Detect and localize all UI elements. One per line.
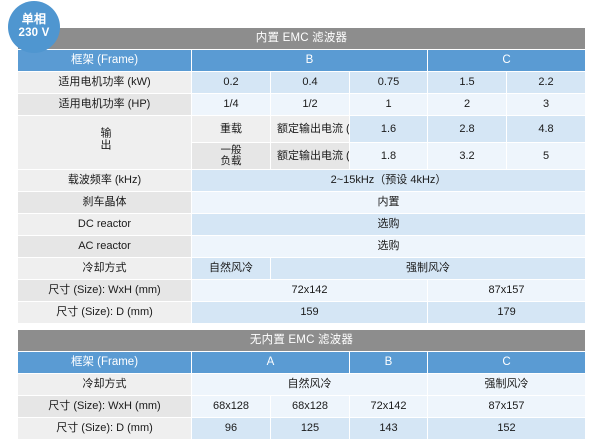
cell-carrier-frequency: 2~15kHz（预设 4kHz） [190, 169, 587, 192]
cell-power-kw-4: 1.5 [427, 71, 507, 94]
row-label-cooling-method: 冷却方式 [17, 257, 192, 280]
row-label-size-wh-2: 尺寸 (Size): WxH (mm) [17, 395, 192, 418]
frame-header-b-2: B [349, 351, 428, 374]
cell-size-wh-c: 87x157 [426, 279, 587, 302]
table-row: 适用电机功率 (kW) 0.2 0.4 0.75 1.5 2.2 [17, 71, 587, 94]
cell-power-hp-4: 2 [427, 93, 507, 116]
cell-size-d-b: 159 [191, 301, 428, 324]
normal-duty-label-line1: 一般 [220, 144, 242, 157]
cell-size-wh-b: 72x142 [191, 279, 428, 302]
row-label-carrier-frequency: 载波频率 (kHz) [17, 169, 192, 192]
frame-header-b: B [191, 49, 428, 72]
row-label-heavy-duty: 重载 [191, 115, 271, 143]
built-in-emc-filter-table: 内置 EMC 滤波器 框架 (Frame) B C 适用电机功率 (kW) 0.… [16, 27, 587, 324]
row-label-normal-duty: 一般 负载 [191, 142, 271, 170]
badge-phase-label: 单相 [21, 12, 47, 27]
table-group-title-row: 无内置 EMC 滤波器 [17, 329, 586, 352]
table-row: 尺寸 (Size): WxH (mm) 72x142 87x157 [17, 279, 587, 302]
normal-duty-label-line2: 负载 [220, 154, 242, 167]
row-label-cooling-method-2: 冷却方式 [17, 373, 192, 396]
badge-voltage-label: 230 V [18, 27, 50, 40]
table-row: 尺寸 (Size): D (mm) 96 125 143 152 [17, 417, 586, 440]
frame-header-label: 框架 (Frame) [17, 49, 192, 72]
table-row: 尺寸 (Size): D (mm) 159 179 [17, 301, 587, 324]
cell-normal-duty-3: 5 [505, 142, 587, 170]
frame-header-label-2: 框架 (Frame) [17, 351, 192, 374]
cell-heavy-duty-3: 4.8 [505, 115, 587, 143]
frame-header-row: 框架 (Frame) B C [17, 49, 587, 72]
output-vertical-label: 输出 [99, 126, 111, 151]
normal-duty-label-stack: 一般 负载 [221, 145, 242, 166]
cell-power-kw-2: 0.4 [270, 71, 350, 94]
cell-size-d-2-1: 96 [191, 417, 271, 440]
table-row: 适用电机功率 (HP) 1/4 1/2 1 2 3 [17, 93, 587, 116]
cell-power-hp-1: 1/4 [191, 93, 271, 116]
table-row: 冷却方式 自然风冷 强制风冷 [17, 373, 586, 396]
cell-power-hp-3: 1 [349, 93, 428, 116]
table-row: DC reactor 选购 [17, 213, 587, 236]
group-title-no-built-in-emc: 无内置 EMC 滤波器 [17, 329, 586, 352]
row-label-size-d-2: 尺寸 (Size): D (mm) [17, 417, 192, 440]
row-label-size-wh: 尺寸 (Size): WxH (mm) [17, 279, 192, 302]
cell-size-wh-2-2: 68x128 [270, 395, 350, 418]
cell-size-wh-2-4: 87x157 [427, 395, 586, 418]
cell-normal-duty-1: 1.8 [349, 142, 428, 170]
cell-power-hp-5: 3 [505, 93, 587, 116]
table-row: 尺寸 (Size): WxH (mm) 68x128 68x128 72x142… [17, 395, 586, 418]
cell-cooling-forced-2: 强制风冷 [427, 373, 586, 396]
cell-size-d-2-4: 152 [427, 417, 586, 440]
cell-size-d-2-2: 125 [270, 417, 350, 440]
cell-cooling-natural-2: 自然风冷 [191, 373, 428, 396]
cell-cooling-forced: 强制风冷 [269, 257, 587, 280]
cell-cooling-natural: 自然风冷 [191, 257, 271, 280]
table-row: 刹车晶体 内置 [17, 191, 587, 214]
cell-power-kw-3: 0.75 [349, 71, 428, 94]
table-row: 载波频率 (kHz) 2~15kHz（预设 4kHz） [17, 169, 587, 192]
row-label-brake-chopper: 刹车晶体 [17, 191, 192, 214]
row-label-heavy-duty-current: 额定输出电流 (A) [270, 115, 350, 143]
table-group-title-row: 内置 EMC 滤波器 [16, 27, 587, 50]
cell-power-kw-1: 0.2 [191, 71, 271, 94]
row-label-size-d: 尺寸 (Size): D (mm) [17, 301, 192, 324]
cell-power-hp-2: 1/2 [270, 93, 350, 116]
table-row: AC reactor 选购 [17, 235, 587, 258]
no-built-in-emc-filter-table: 无内置 EMC 滤波器 框架 (Frame) A B C 冷却方式 自然风冷 强… [17, 329, 586, 440]
cell-dc-reactor: 选购 [190, 213, 587, 236]
frame-header-row: 框架 (Frame) A B C [17, 351, 586, 374]
table-row: 冷却方式 自然风冷 强制风冷 [17, 257, 587, 280]
group-title-built-in-emc: 内置 EMC 滤波器 [16, 27, 587, 50]
row-label-motor-power-hp: 适用电机功率 (HP) [17, 93, 192, 116]
spec-sheet: 单相 230 V 内置 EMC 滤波器 框架 (Frame) B C [8, 1, 587, 440]
row-label-normal-duty-current: 额定输出电流 (A) [270, 142, 350, 170]
cell-brake-chopper: 内置 [190, 191, 587, 214]
frame-header-c: C [426, 49, 587, 72]
row-label-motor-power-kw: 适用电机功率 (kW) [17, 71, 192, 94]
spec-tables: 内置 EMC 滤波器 框架 (Frame) B C 适用电机功率 (kW) 0.… [16, 27, 587, 440]
cell-heavy-duty-2: 2.8 [427, 115, 507, 143]
cell-power-kw-5: 2.2 [505, 71, 587, 94]
single-phase-230v-badge: 单相 230 V [8, 1, 60, 53]
row-label-ac-reactor: AC reactor [17, 235, 192, 258]
row-label-dc-reactor: DC reactor [17, 213, 192, 236]
cell-heavy-duty-1: 1.6 [349, 115, 428, 143]
cell-size-wh-2-3: 72x142 [349, 395, 428, 418]
frame-header-a-2: A [191, 351, 350, 374]
cell-normal-duty-2: 3.2 [427, 142, 507, 170]
cell-size-d-2-3: 143 [349, 417, 428, 440]
cell-size-wh-2-1: 68x128 [191, 395, 271, 418]
frame-header-c-2: C [427, 351, 586, 374]
row-group-label-output: 输出 [17, 115, 192, 170]
cell-size-d-c: 179 [426, 301, 587, 324]
cell-ac-reactor: 选购 [190, 235, 587, 258]
table-row: 输出 重载 额定输出电流 (A) 1.6 2.8 4.8 7.5 11 [17, 115, 587, 170]
